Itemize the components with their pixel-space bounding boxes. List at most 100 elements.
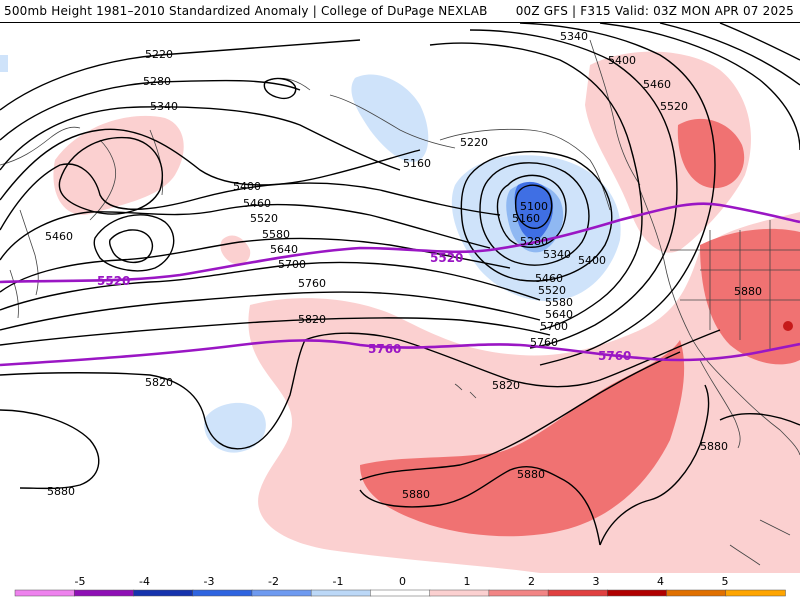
negative-anomaly-region [204,402,266,453]
highlight-contour-label: 5760 [598,349,631,363]
contour-label: 5820 [298,313,326,326]
contour-label: 5220 [460,136,488,149]
legend-tick-labels: -5 -4 -3 -2 -1 0 1 2 3 4 5 [75,575,729,588]
model-run-info: 00Z GFS | F315 Valid: 03Z MON APR 07 202… [515,4,794,18]
hawaii-islands [454,383,477,399]
contour-label: 5580 [262,228,290,241]
contour-line [0,128,421,201]
contour-line [0,39,361,111]
legend-tick-label: -5 [75,575,86,588]
contour-label: 5640 [545,308,573,321]
negative-anomaly-region [0,55,8,72]
contour-line [359,466,601,546]
highlight-contours [0,202,800,367]
legend-swatch [429,589,490,597]
legend-swatch [666,589,727,597]
contour-line [93,214,175,272]
highlight-contour-label: 5520 [97,274,130,288]
legend-tick-label: 5 [722,575,729,588]
contour-label: 5700 [278,258,306,271]
highlight-contour-line [0,202,800,284]
japan-outline [9,209,39,319]
contour-label: 5460 [535,272,563,285]
legend-swatch [607,589,668,597]
contour-label: 5640 [270,243,298,256]
contour-line [0,329,721,450]
legend-tick-label: 4 [657,575,664,588]
positive-anomaly-peak [783,321,793,331]
contour-line [479,162,590,266]
legend-tick-label: -3 [204,575,215,588]
highlight-contour-label: 5520 [430,251,463,265]
contour-line [460,150,613,282]
contour-label: 5880 [402,488,430,501]
highlight-labels: 5520 5520 5760 5760 [97,251,631,363]
baja-california [699,359,741,449]
legend-tick-label: -1 [333,575,344,588]
contour-line [429,42,643,331]
legend-tick-label: 3 [593,575,600,588]
contour-line [496,174,567,248]
contour-labels: 5220 5280 5340 5460 5400 5460 5520 5580 … [45,30,762,501]
contour-line [0,106,401,171]
contour-label: 5580 [545,296,573,309]
south-pacific-islands [729,519,791,566]
legend-swatch [14,589,75,597]
contour-label: 5460 [643,78,671,91]
contour-label: 5880 [734,285,762,298]
legend-swatch [310,589,372,597]
positive-anomaly-region [53,115,184,215]
contour-label: 5400 [608,54,636,67]
contour-line [469,29,678,349]
contour-label: 5280 [520,235,548,248]
legend-tick-label: 1 [464,575,471,588]
contour-label: 5760 [298,277,326,290]
legend-swatch [370,589,431,597]
contour-label: 5460 [243,197,271,210]
legend-swatch [488,589,549,597]
contour-label: 5520 [250,212,278,225]
legend-swatch [73,589,135,597]
contour-line [58,136,164,215]
legend-tick-label: -4 [139,575,150,588]
contour-label: 5700 [540,320,568,333]
positive-anomaly-core [360,340,685,537]
contour-label: 5280 [143,75,171,88]
contour-line [0,409,100,490]
highlight-contour-label: 5760 [368,342,401,356]
map-title: 500mb Height 1981–2010 Standardized Anom… [4,4,488,18]
positive-anomaly-region [585,51,751,253]
anomaly-map: 5220 5280 5340 5460 5400 5460 5520 5580 … [0,23,800,573]
contour-label: 5760 [530,336,558,349]
contour-line [263,77,297,100]
contour-line [0,291,541,331]
legend-swatch [725,589,786,597]
legend-swatch [547,589,609,597]
contour-label: 5400 [578,254,606,267]
legend-color-bar [14,589,786,597]
contour-line [519,23,716,366]
contour-label: 5520 [538,284,566,297]
contour-label: 5880 [47,485,75,498]
legend-swatch [251,589,312,597]
contour-line [719,412,800,426]
contour-label: 5880 [517,468,545,481]
contour-line [0,203,491,261]
contour-label: 5520 [660,100,688,113]
positive-anomaly-core [700,228,800,365]
contour-label: 5820 [492,379,520,392]
contour-line [0,163,501,231]
contour-line [0,317,551,346]
legend-swatch [133,589,194,597]
contour-label: 5160 [512,212,540,225]
contour-line [514,184,553,229]
contour-label: 5820 [145,376,173,389]
color-scale-legend: -5 -4 -3 -2 -1 0 1 2 3 4 5 [0,573,800,600]
contour-label: 5880 [700,440,728,453]
contour-line [719,23,800,61]
contour-label: 5400 [233,180,261,193]
contour-label: 5340 [543,248,571,261]
contour-line [0,79,301,141]
contour-line [0,237,511,293]
contour-label: 5340 [150,100,178,113]
